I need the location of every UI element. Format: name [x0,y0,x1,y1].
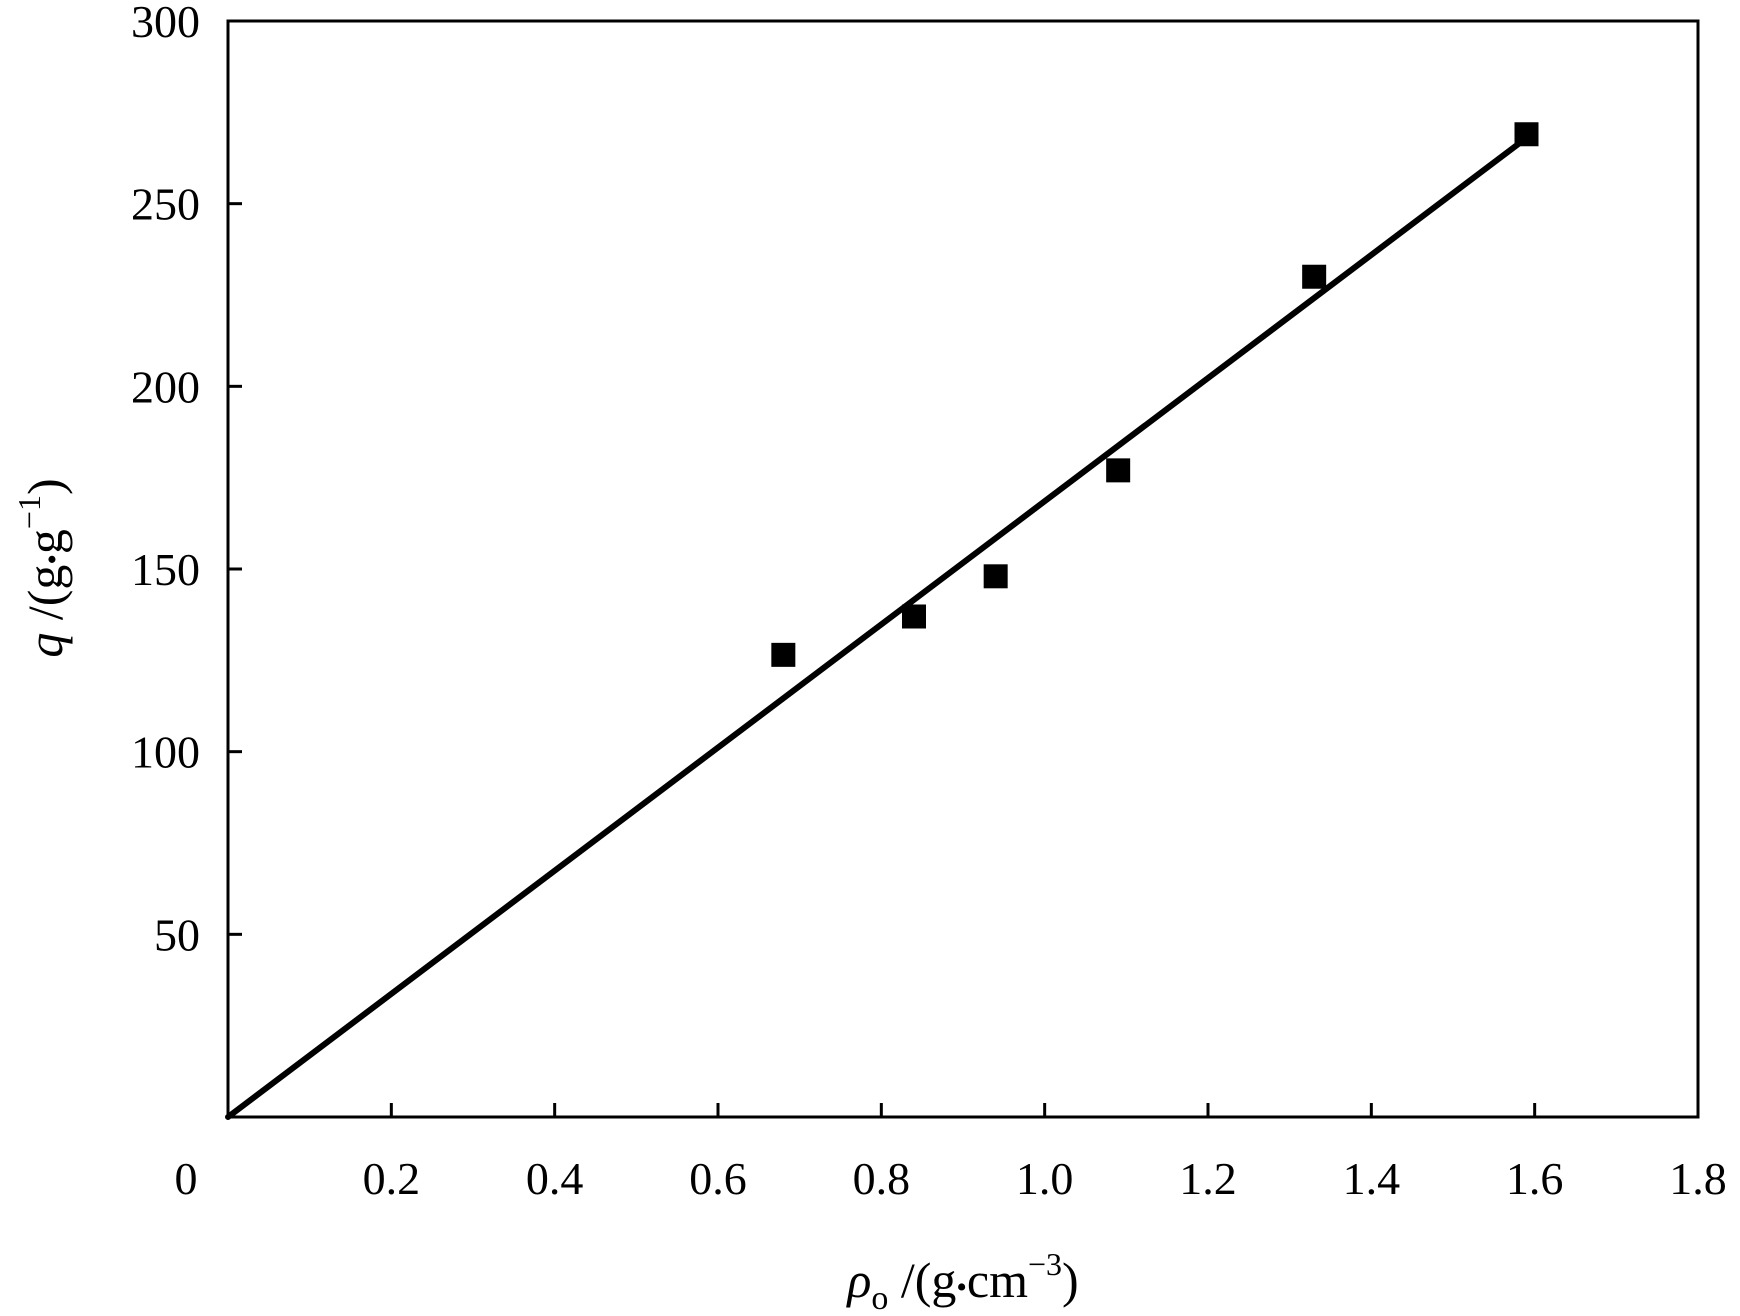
x-axis-unit-dot: • [956,1271,967,1304]
y-axis-superscript: −1 [11,495,47,529]
x-axis-superscript: −3 [1028,1246,1062,1282]
x-tick-label: 0.4 [526,1153,584,1204]
y-axis-unit-close: ) [17,478,73,495]
origin-label: 0 [175,1153,198,1204]
data-point-square [1302,264,1327,289]
x-axis-unit-open: /(g [888,1252,956,1308]
x-tick-label: 0.8 [853,1153,911,1204]
fit-line [225,134,1530,1120]
y-axis-label: q /(g•g−1) [11,478,73,657]
y-axis-symbol: q [17,633,73,658]
y-tick-label: 200 [131,361,200,412]
x-tick-label: 1.8 [1669,1153,1727,1204]
x-tick-label: 0.2 [363,1153,421,1204]
x-tick-label: 0.6 [689,1153,747,1204]
x-axis-unit-mid: cm [967,1252,1028,1308]
fit-line-group [225,134,1530,1120]
data-point-square [902,604,926,629]
x-tick-label: 1.4 [1343,1153,1401,1204]
x-axis-ticks: 0.2 0.4 0.6 0.8 1.0 1.2 1.4 1.6 1.8 [363,1103,1727,1204]
x-axis-subscript: o [871,1280,888,1316]
y-axis-ticks: 50 100 150 200 250 300 [131,0,242,960]
data-point-square [771,642,796,667]
y-axis-unit-open: /(g [17,565,73,633]
y-axis-unit-mid: g [17,529,73,554]
y-tick-label: 250 [131,179,200,230]
y-axis-unit-dot: • [36,554,69,565]
x-tick-label: 1.0 [1016,1153,1074,1204]
x-axis-unit-close: ) [1062,1252,1079,1308]
x-tick-label: 1.6 [1506,1153,1564,1204]
data-points [771,122,1539,667]
y-tick-label: 50 [154,909,200,960]
data-point-square [1514,122,1539,147]
y-tick-label: 300 [131,0,200,47]
x-tick-label: 1.2 [1179,1153,1237,1204]
data-point-square [1106,458,1131,483]
x-axis-symbol: ρ [845,1252,871,1308]
data-point-square [983,564,1008,589]
x-axis-label: ρo /(g•cm−3) [845,1246,1078,1316]
y-tick-label: 150 [131,544,200,595]
y-tick-label: 100 [131,727,200,778]
